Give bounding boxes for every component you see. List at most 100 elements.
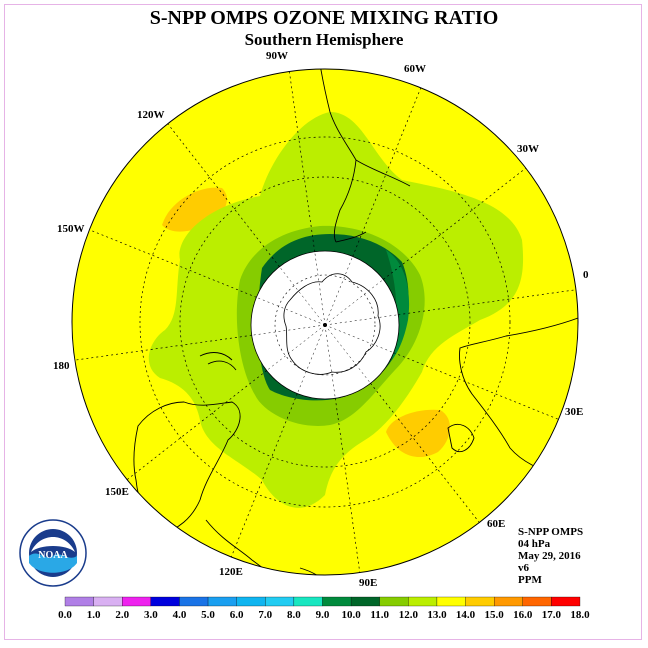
colorbar-swatch: [93, 596, 123, 607]
colorbar-tick-label: 11.0: [370, 609, 389, 621]
info-date: May 29, 2016: [518, 550, 581, 562]
new-zealand-coastline: [199, 352, 237, 371]
meridian-line: [288, 69, 316, 252]
info-instrument: S-NPP OMPS: [518, 526, 584, 538]
colorbar-tick-label: 15.0: [485, 609, 505, 621]
map-title: S-NPP OMPS OZONE MIXING RATIO: [149, 7, 499, 29]
asia-coastline: [205, 519, 335, 575]
madagascar-coastline: [447, 424, 475, 452]
lon-label-0: 0: [583, 269, 589, 281]
colorbar-swatch: [322, 596, 352, 607]
colorbar-swatch: [150, 596, 180, 607]
meridian-line: [334, 398, 362, 575]
colorbar-tick-label: 18.0: [570, 609, 590, 621]
info-version: v6: [518, 562, 529, 574]
inner-meridian-line: [280, 268, 326, 326]
colorbar-swatch: [551, 596, 581, 607]
colorbar-swatch: [408, 596, 438, 607]
colorbar-tick-label: 6.0: [230, 609, 244, 621]
colorbar-tick-label: 4.0: [173, 609, 187, 621]
meridian-line: [83, 227, 257, 298]
figure-border: [4, 4, 642, 640]
meridian-line: [164, 119, 280, 267]
africa-coastline: [459, 317, 578, 477]
inner-meridian-line: [258, 297, 326, 326]
pole-point: [323, 323, 327, 327]
colorbar-tick-label: 3.0: [144, 609, 158, 621]
colorbar-swatch: [465, 596, 495, 607]
noaa-logo: NOAA: [19, 519, 87, 587]
lon-label-150w: 150W: [57, 223, 85, 235]
lon-label-90w: 90W: [266, 50, 288, 62]
meridian-lines: [72, 69, 578, 575]
latitude-circle-outer: [139, 136, 511, 508]
colorbar-swatch: [494, 596, 523, 607]
pole-cap-circle: [250, 250, 400, 400]
colorbar-swatch: [522, 596, 552, 607]
colorbar-tick-label: 12.0: [399, 609, 419, 621]
lon-label-30w: 30W: [517, 143, 539, 155]
colorbar-tick-label: 5.0: [201, 609, 215, 621]
meridian-line: [370, 383, 486, 531]
map-subtitle: Southern Hemisphere: [244, 30, 404, 49]
australia-coastline: [133, 401, 241, 535]
south-america-coastline: [317, 69, 411, 243]
colorbar-tick-label: 8.0: [287, 609, 301, 621]
inner-meridian-line: [324, 314, 397, 326]
info-level: 04 hPa: [518, 538, 551, 550]
inner-meridian-line: [268, 324, 326, 370]
colorbar-swatch: [236, 596, 266, 607]
meridian-line: [393, 352, 567, 423]
info-units: PPM: [518, 574, 542, 586]
inner-meridian-line: [324, 324, 370, 382]
inner-meridian-line: [324, 258, 353, 326]
green-ring-accent: [386, 250, 410, 360]
colorbar-swatch: [350, 596, 380, 607]
antarctica-coastline: [283, 273, 381, 375]
colorbar-swatch: [265, 596, 295, 607]
inner-meridian-line: [324, 324, 392, 353]
lon-label-120e: 120E: [219, 566, 243, 578]
latitude-circle-inner: [274, 274, 376, 376]
inner-meridian-line: [253, 324, 326, 336]
lon-label-60e: 60E: [487, 518, 506, 530]
colorbar-swatch: [122, 596, 151, 607]
lon-label-180: 180: [53, 360, 70, 372]
noaa-logo-text: NOAA: [38, 550, 68, 561]
inner-meridian-line: [324, 280, 382, 326]
lon-label-30e: 30E: [565, 406, 584, 418]
colorbar-swatch: [293, 596, 323, 607]
colorbar: 0.0 1.0 2.0 3.0 4.0 5.0 6.0 7.0 8.0 9.0 10.0 11.0 12…: [58, 596, 590, 621]
inner-meridian-line: [324, 324, 336, 397]
colorbar-tick-label: 17.0: [542, 609, 562, 621]
lon-label-150e: 150E: [105, 486, 129, 498]
meridian-line: [72, 334, 252, 362]
meridian-line: [119, 370, 267, 486]
lon-label-60w: 60W: [404, 63, 426, 75]
lon-label-120w: 120W: [137, 109, 165, 121]
colorbar-swatch: [436, 596, 466, 607]
meridian-line: [398, 288, 578, 316]
meridian-line: [227, 393, 298, 567]
colorbar-tick-label: 9.0: [316, 609, 330, 621]
colorbar-tick-label: 13.0: [427, 609, 447, 621]
colorbar-tick-label: 14.0: [456, 609, 476, 621]
colorbar-tick-label: 0.0: [58, 609, 72, 621]
map-boundary: [71, 68, 579, 576]
inner-meridian-line: [297, 324, 326, 392]
meridian-line: [352, 83, 423, 257]
colorbar-swatch: [207, 596, 237, 607]
colorbar-tick-label: 1.0: [87, 609, 101, 621]
colorbar-swatch: [379, 596, 409, 607]
colorbar-tick-label: 7.0: [258, 609, 272, 621]
lon-label-90e: 90E: [359, 577, 378, 589]
meridian-line: [383, 164, 531, 280]
colorbar-tick-label: 10.0: [341, 609, 361, 621]
colorbar-swatch: [64, 596, 94, 607]
inner-meridian-line: [314, 253, 326, 326]
colorbar-swatch: [179, 596, 209, 607]
latitude-circle-mid: [179, 176, 471, 468]
colorbar-tick-label: 2.0: [115, 609, 129, 621]
